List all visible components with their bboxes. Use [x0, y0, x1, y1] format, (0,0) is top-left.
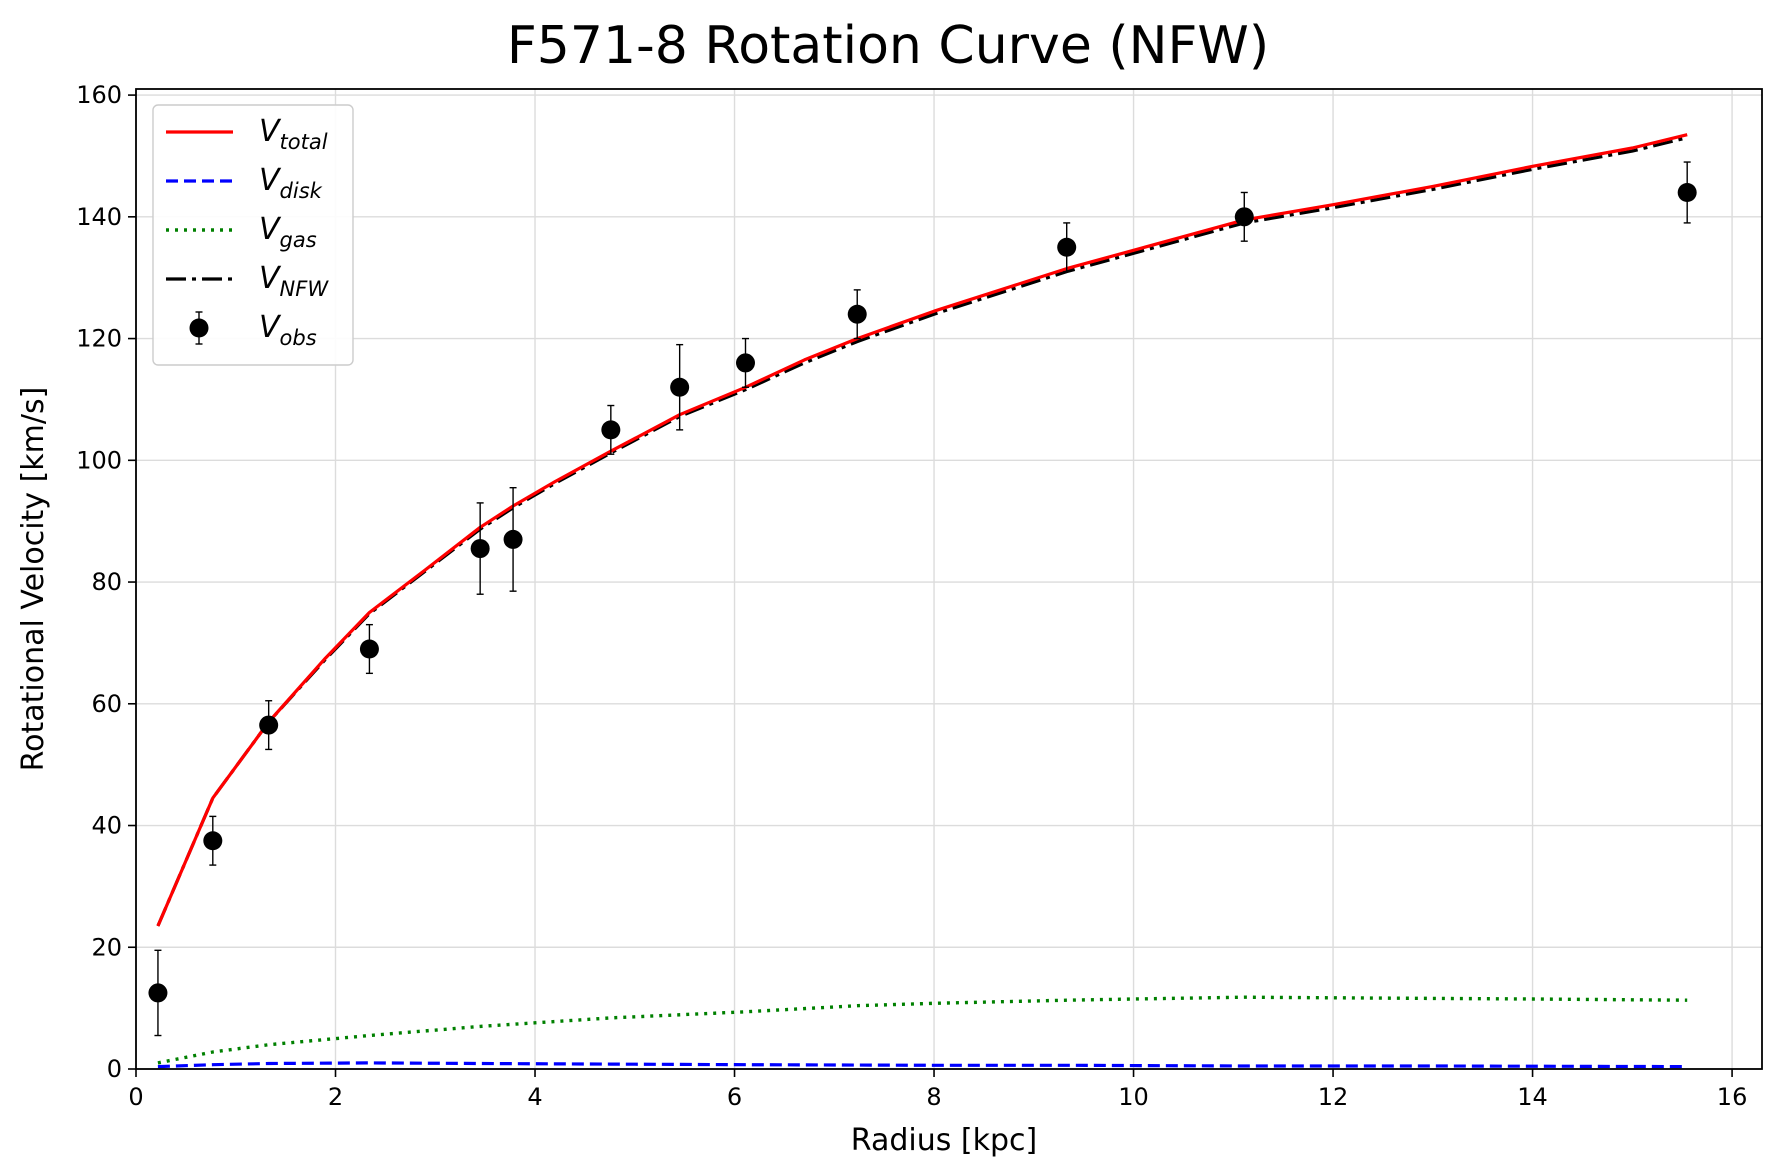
x-tick-label: 6 — [727, 1083, 742, 1111]
obs-point — [847, 289, 867, 340]
obs-marker — [1057, 237, 1077, 257]
obs-point — [259, 700, 279, 751]
legend-label-total: Vtotal — [259, 114, 328, 154]
obs-marker — [601, 420, 621, 440]
legend-label-subscript: disk — [280, 179, 323, 203]
legend-label-gas: Vgas — [259, 212, 317, 252]
x-tick-label: 8 — [926, 1083, 941, 1111]
legend-entry-gas: Vgas — [166, 212, 317, 252]
obs-marker — [1234, 207, 1254, 227]
x-axis: 0 2 4 6 8 10 12 14 16 — [128, 1069, 1747, 1111]
obs-marker — [148, 983, 168, 1003]
y-tick-label: 120 — [76, 325, 122, 353]
x-tick-label: 4 — [527, 1083, 542, 1111]
legend-entry-obs: Vobs — [189, 310, 317, 350]
legend-swatch-obs — [189, 318, 209, 338]
obs-point — [1057, 222, 1077, 273]
plot-frame — [135, 88, 1763, 1070]
obs-marker — [670, 377, 690, 397]
observations-layer — [148, 161, 1697, 1037]
obs-point — [1234, 191, 1254, 242]
x-tick-label: 14 — [1517, 1083, 1548, 1111]
legend-label-main: V — [259, 310, 282, 345]
obs-marker — [503, 529, 523, 549]
obs-point — [359, 623, 379, 675]
obs-point — [601, 404, 621, 455]
legend-label-nfw: VNFW — [259, 261, 329, 301]
legend-box — [152, 104, 354, 366]
x-tick-label: 12 — [1318, 1083, 1349, 1111]
legend-label-obs: Vobs — [259, 310, 317, 350]
legend-entry-nfw: VNFW — [166, 261, 329, 301]
x-tick-label: 16 — [1717, 1083, 1748, 1111]
y-tick-label: 140 — [76, 203, 122, 231]
y-tick-label: 60 — [91, 690, 122, 718]
obs-marker — [259, 715, 279, 735]
obs-point — [470, 502, 490, 595]
y-tick-label: 160 — [76, 81, 122, 109]
obs-marker — [847, 304, 867, 324]
obs-marker — [470, 539, 490, 559]
legend-label-main: V — [259, 114, 282, 149]
obs-point — [503, 486, 523, 592]
y-tick-label: 100 — [76, 446, 122, 474]
x-tick-label: 0 — [128, 1083, 143, 1111]
y-tick-label: 0 — [107, 1055, 122, 1083]
x-tick-label: 2 — [328, 1083, 343, 1111]
y-tick-label: 40 — [91, 812, 122, 840]
legend-label-subscript: NFW — [280, 277, 330, 301]
legend-entry-disk: Vdisk — [166, 163, 323, 203]
legend-label-subscript: gas — [280, 228, 317, 252]
x-tick-label: 10 — [1118, 1083, 1149, 1111]
legend-label-main: V — [259, 212, 282, 247]
obs-point — [736, 337, 756, 388]
legend-label-main: V — [259, 261, 282, 296]
legend-label-main: V — [259, 163, 282, 198]
legend-label-subscript: total — [280, 130, 328, 154]
obs-point — [148, 949, 168, 1037]
series-line-gas — [157, 995, 1688, 1065]
legend-label-subscript: obs — [280, 326, 317, 350]
chart-title: F571-8 Rotation Curve (NFW) — [507, 16, 1269, 76]
legend-label-disk: Vdisk — [259, 163, 323, 203]
obs-marker — [1677, 182, 1697, 202]
obs-marker — [736, 353, 756, 373]
y-tick-label: 20 — [91, 933, 122, 961]
obs-marker — [203, 831, 223, 851]
obs-marker — [359, 639, 379, 659]
y-axis: 0 20 40 60 80 100 120 140 160 — [76, 81, 136, 1083]
series-line-disk — [157, 1061, 1688, 1069]
x-axis-label: Radius [kpc] — [851, 1123, 1037, 1158]
obs-point — [203, 815, 223, 866]
obs-point — [1677, 161, 1697, 224]
y-axis-label: Rotational Velocity [km/s] — [16, 387, 51, 772]
legend-entry-total: Vtotal — [166, 114, 328, 154]
y-tick-label: 80 — [91, 568, 122, 596]
obs-point — [670, 343, 690, 431]
